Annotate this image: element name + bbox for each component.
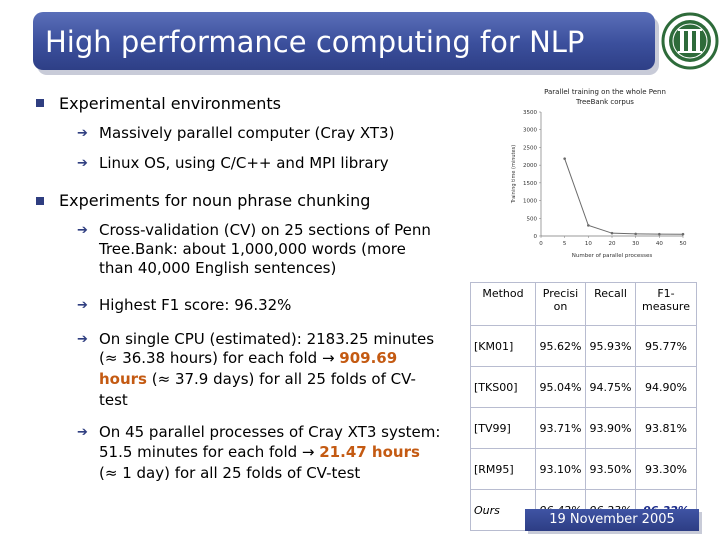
chart-data-point xyxy=(587,224,590,227)
table-cell: 94.75% xyxy=(585,366,636,408)
chart-x-tick-label: 10 xyxy=(585,241,592,247)
table-cell: 95.62% xyxy=(535,325,586,367)
table-cell: 93.90% xyxy=(585,407,636,449)
chart-title: TreeBank corpus xyxy=(575,98,634,106)
table-cell: 95.04% xyxy=(535,366,586,408)
sub-bullet-linux: Linux OS, using C/C++ and MPI library xyxy=(99,154,389,172)
chart-series-line xyxy=(564,158,684,235)
arrow-bullet-icon: ➔ xyxy=(77,332,88,347)
parallel-hours-value: 21.47 hours xyxy=(319,443,420,461)
chart-x-tick-label: 0 xyxy=(539,241,543,247)
chart-x-label: Number of parallel processes xyxy=(572,253,653,259)
university-seal-icon xyxy=(661,12,719,70)
table-header-cell: Recall xyxy=(585,282,636,326)
sub-bullet-single-cpu-line2: (≈ 36.38 hours) for each fold → 909.69 xyxy=(99,349,397,368)
table-cell: 95.93% xyxy=(585,325,636,367)
chart-data-point xyxy=(634,232,637,236)
chart-data-point xyxy=(658,232,661,236)
table-cell: 93.81% xyxy=(635,407,697,449)
chart-y-tick-label: 1000 xyxy=(523,199,537,205)
table-cell: 93.30% xyxy=(635,448,697,490)
table-header-row: Method Precisi on Recall F1- measure xyxy=(470,282,697,326)
chart-y-tick-label: 2000 xyxy=(523,163,537,169)
chart-y-tick-label: 0 xyxy=(534,234,538,240)
table-cell: 93.50% xyxy=(585,448,636,490)
square-bullet-icon xyxy=(36,99,44,107)
chart-x-tick-label: 40 xyxy=(656,241,663,247)
arrow-bullet-icon: ➔ xyxy=(77,126,88,141)
single-cpu-days-text: (≈ 37.9 days) for all 25 folds of CV- xyxy=(147,370,416,388)
chart-x-tick-label: 30 xyxy=(632,241,639,247)
arrow-bullet-icon: ➔ xyxy=(77,298,88,313)
table-cell: [TKS00] xyxy=(470,366,536,408)
chart-y-tick-label: 3000 xyxy=(523,128,537,134)
chart-x-tick-label: 50 xyxy=(680,241,687,247)
sub-bullet-single-cpu-line3: hours (≈ 37.9 days) for all 25 folds of … xyxy=(99,370,416,389)
chart-y-label: Training time (minutes) xyxy=(511,145,517,204)
slide-title: High performance computing for NLP xyxy=(45,25,585,59)
table-cell: 93.10% xyxy=(535,448,586,490)
table-cell: [TV99] xyxy=(470,407,536,449)
chart-data-point xyxy=(610,231,614,235)
footer-date: 19 November 2005 xyxy=(525,509,699,531)
sub-bullet-parallel-line2: 51.5 minutes for each fold → 21.47 hours xyxy=(99,443,420,462)
single-cpu-hours-value: 909.69 xyxy=(339,349,398,367)
table-cell: 93.71% xyxy=(535,407,586,449)
chart-y-tick-label: 500 xyxy=(527,216,538,222)
table-cell: [RM95] xyxy=(470,448,536,490)
chart-y-tick-label: 1500 xyxy=(523,181,537,187)
sub-bullet-parallel-line1: On 45 parallel processes of Cray XT3 sys… xyxy=(99,423,441,441)
chart-data-point xyxy=(681,232,685,236)
sub-bullet-cv-line3: than 40,000 English sentences) xyxy=(99,259,337,277)
training-time-chart: Parallel training on the whole Penn TreeB… xyxy=(511,88,687,259)
sub-bullet-single-cpu-line1: On single CPU (estimated): 2183.25 minut… xyxy=(99,330,435,348)
table-cell: 95.77% xyxy=(635,325,697,367)
sub-bullet-parallel-line3: (≈ 1 day) for all 25 folds of CV-test xyxy=(99,464,361,482)
results-table: Method Precisi on Recall F1- measure [KM01] 95.… xyxy=(470,282,697,531)
table-row: [RM95] 93.10% 93.50% 93.30% xyxy=(470,448,697,490)
table-cell: [KM01] xyxy=(470,325,536,367)
sub-bullet-cv-line1: Cross-validation (CV) on 25 sections of … xyxy=(99,221,431,239)
sub-bullet-cv-line2: Tree.Bank: about 1,000,000 words (more xyxy=(99,240,406,258)
bullet-experimental-environments: Experimental environments xyxy=(59,94,282,113)
table-header-cell: Method xyxy=(470,282,536,326)
arrow-bullet-icon: ➔ xyxy=(77,156,88,171)
title-bar xyxy=(33,12,655,70)
chart-x-tick-label: 5 xyxy=(563,241,567,247)
table-row: [TV99] 93.71% 93.90% 93.81% xyxy=(470,407,697,449)
chart-y-tick-label: 2500 xyxy=(523,145,537,151)
sub-bullet-highest-f1: Highest F1 score: 96.32% xyxy=(99,296,292,314)
parallel-text: 51.5 minutes for each fold → xyxy=(99,443,320,461)
table-row: [TKS00] 95.04% 94.75% 94.90% xyxy=(470,366,697,408)
square-bullet-icon xyxy=(36,197,44,205)
sub-bullet-cray: Massively parallel computer (Cray XT3) xyxy=(99,124,395,142)
arrow-bullet-icon: ➔ xyxy=(77,223,88,238)
single-cpu-text: (≈ 36.38 hours) for each fold → xyxy=(99,349,340,367)
bullet-noun-phrase-chunking: Experiments for noun phrase chunking xyxy=(59,191,371,210)
table-header-cell: F1- measure xyxy=(635,282,697,326)
table-cell: 94.90% xyxy=(635,366,697,408)
chart-y-tick-label: 3500 xyxy=(523,110,537,116)
chart-x-tick-label: 20 xyxy=(609,241,616,247)
table-row: [KM01] 95.62% 95.93% 95.77% xyxy=(470,325,697,367)
chart-data-point xyxy=(563,157,566,160)
chart-title: Parallel training on the whole Penn xyxy=(544,88,666,96)
sub-bullet-single-cpu-line4: test xyxy=(99,391,128,409)
single-cpu-hours-unit: hours xyxy=(99,370,147,388)
table-header-cell: Precisi on xyxy=(535,282,586,326)
arrow-bullet-icon: ➔ xyxy=(77,425,88,440)
